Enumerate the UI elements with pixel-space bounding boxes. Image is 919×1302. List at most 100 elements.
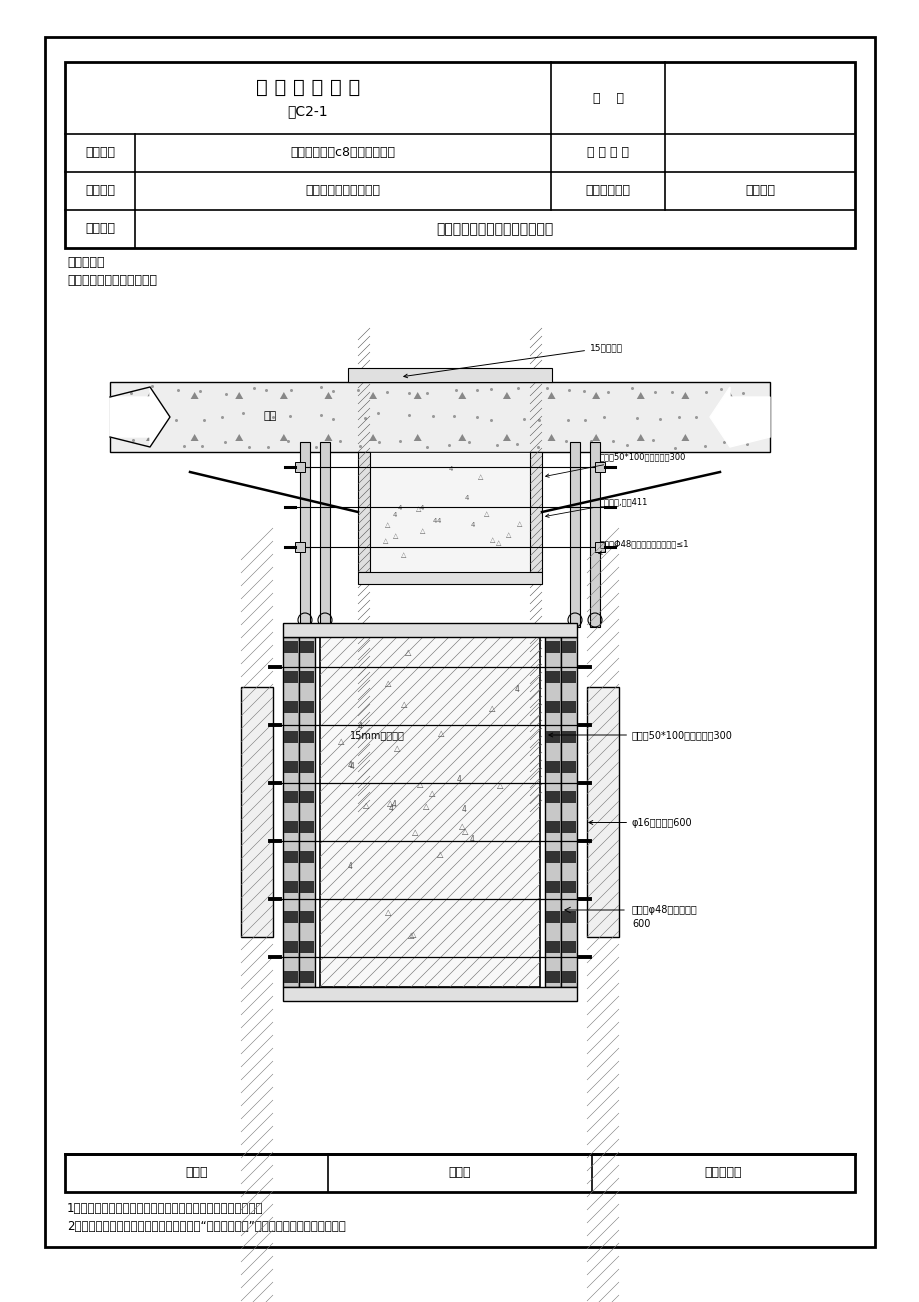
Bar [562, 911, 575, 923]
Text: 4: 4 [357, 723, 362, 732]
Bar [357, 572, 541, 585]
Bar [544, 637, 561, 987]
Bar [300, 441, 310, 628]
Text: △: △ [384, 907, 391, 917]
Bar [295, 462, 305, 473]
Text: 4: 4 [448, 466, 453, 473]
Text: △: △ [401, 700, 407, 708]
Text: 4: 4 [437, 518, 440, 525]
Bar [300, 700, 313, 713]
Polygon shape [279, 392, 288, 398]
Text: 4: 4 [461, 805, 466, 814]
Bar [320, 441, 330, 628]
Bar [300, 760, 313, 773]
Bar [110, 381, 769, 452]
Polygon shape [369, 392, 377, 398]
Bar [300, 730, 313, 743]
Text: △: △ [420, 527, 425, 534]
Bar [320, 637, 539, 987]
Text: △: △ [412, 828, 418, 837]
Text: 审核人: 审核人 [186, 1167, 208, 1180]
Text: △: △ [386, 799, 393, 809]
Bar [369, 452, 529, 572]
Bar [300, 941, 313, 953]
Bar [562, 792, 575, 803]
Polygon shape [503, 434, 510, 441]
Bar [545, 760, 560, 773]
Polygon shape [458, 434, 466, 441]
Text: 主龙骨φ48锂管，间距: 主龙骨φ48锂管，间距 [631, 905, 697, 915]
Text: △: △ [483, 512, 489, 518]
Bar [357, 452, 369, 572]
Bar [283, 987, 576, 1001]
Polygon shape [324, 434, 332, 441]
Text: △: △ [408, 931, 414, 940]
Text: 京香青科项目c8号科研楼工程: 京香青科项目c8号科研楼工程 [290, 147, 395, 160]
Bar [545, 730, 560, 743]
Text: △: △ [401, 552, 405, 559]
Polygon shape [146, 434, 153, 441]
Text: 4: 4 [397, 505, 402, 512]
Text: 交底内容：: 交底内容： [67, 255, 105, 268]
Bar [241, 687, 273, 937]
Polygon shape [414, 434, 421, 441]
Bar [545, 822, 560, 833]
Text: △: △ [385, 680, 391, 689]
Text: 600: 600 [631, 919, 650, 930]
Text: 4: 4 [346, 862, 352, 871]
Polygon shape [190, 434, 199, 441]
Bar [589, 441, 599, 628]
Bar [545, 881, 560, 893]
Text: △: △ [362, 801, 369, 810]
Bar [284, 881, 298, 893]
Polygon shape [592, 434, 599, 441]
Text: 次木架50*100木方，间距300: 次木架50*100木方，间距300 [545, 453, 686, 478]
Bar [562, 641, 575, 654]
Polygon shape [636, 434, 644, 441]
Bar [586, 687, 618, 937]
Bar [562, 881, 575, 893]
Bar [545, 852, 560, 863]
Text: 交 底 日 期: 交 底 日 期 [586, 147, 629, 160]
Text: 4: 4 [471, 522, 475, 529]
Text: 4: 4 [392, 513, 397, 518]
Polygon shape [709, 387, 769, 447]
Bar [562, 971, 575, 983]
Bar [545, 792, 560, 803]
Text: 4: 4 [457, 775, 461, 784]
Bar [300, 822, 313, 833]
Bar [284, 911, 298, 923]
Bar [562, 730, 575, 743]
Bar [562, 700, 575, 713]
Polygon shape [369, 434, 377, 441]
Text: △: △ [437, 729, 444, 738]
Bar [284, 671, 298, 684]
Bar [299, 637, 314, 987]
Bar [545, 700, 560, 713]
Text: △: △ [505, 531, 511, 538]
Text: 15厘多层板: 15厘多层板 [403, 342, 622, 378]
Text: △: △ [477, 474, 482, 480]
Bar [284, 700, 298, 713]
Text: △: △ [496, 781, 503, 790]
Text: 马凳: 马凳 [263, 411, 277, 421]
Bar [300, 792, 313, 803]
Text: 4: 4 [464, 495, 469, 501]
Text: △: △ [416, 780, 423, 789]
Bar [300, 911, 313, 923]
Bar [284, 822, 298, 833]
Bar [347, 368, 551, 381]
Text: 扣件费栓,间距411: 扣件费栓,间距411 [545, 497, 648, 517]
Polygon shape [725, 434, 733, 441]
Text: 表C2-1: 表C2-1 [288, 104, 328, 118]
Polygon shape [503, 392, 510, 398]
Text: △: △ [338, 737, 345, 746]
Text: 地下室顶板、棁、楼梯模板支设: 地下室顶板、棁、楼梯模板支设 [436, 223, 553, 236]
Bar [284, 641, 298, 654]
Bar [545, 641, 560, 654]
Text: 技 术 交 底 记 录: 技 术 交 底 记 录 [255, 78, 359, 96]
Text: 4: 4 [349, 762, 354, 771]
Text: △: △ [490, 536, 495, 543]
Polygon shape [414, 392, 421, 398]
Polygon shape [458, 392, 466, 398]
